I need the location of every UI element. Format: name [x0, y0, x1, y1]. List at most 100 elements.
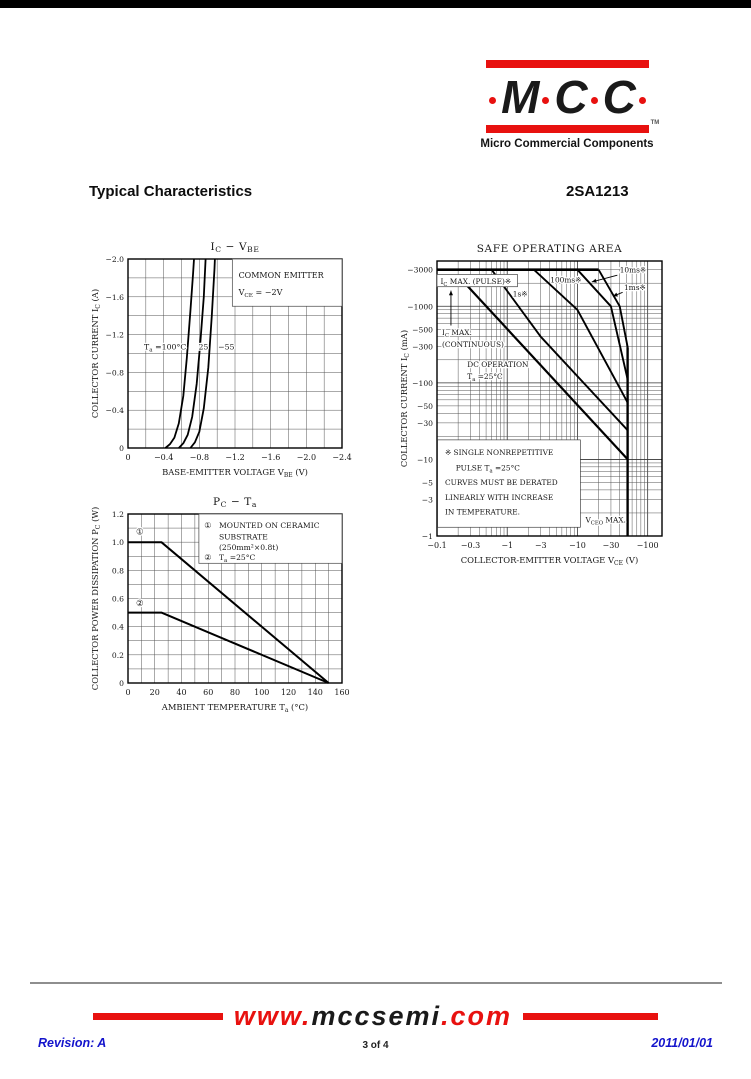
svg-text:−1: −1: [422, 532, 433, 541]
svg-text:−0.4: −0.4: [154, 453, 173, 462]
svg-text:−2.0: −2.0: [106, 255, 125, 264]
logo-top-bar: [486, 60, 649, 68]
annotations: ① MOUNTED ON CERAMIC SUBSTRATE(250mm²×0.8t…: [135, 513, 343, 611]
revision-label: Revision: A: [38, 1036, 107, 1050]
svg-text:40: 40: [176, 688, 186, 697]
svg-text:Ta =25°C: Ta =25°C: [219, 553, 256, 564]
svg-text:20: 20: [150, 688, 160, 697]
svg-text:0.4: 0.4: [112, 623, 124, 632]
logo-dot-icon: [638, 96, 646, 104]
svg-text:BASE-EMITTER VOLTAGE VBE: BASE-EMITTER VOLTAGE VBE (V): [162, 467, 308, 479]
svg-text:LINEARLY WITH INCREASE: LINEARLY WITH INCREASE: [445, 493, 553, 502]
svg-text:IC MAX. (PULSE)※: IC MAX. (PULSE)※: [440, 277, 511, 288]
footer-info-row: Revision: A 3 of 4 2011/01/01: [0, 1036, 751, 1056]
svg-text:−1.6: −1.6: [261, 453, 280, 462]
svg-text:0: 0: [119, 679, 124, 688]
svg-text:25: 25: [198, 343, 208, 352]
svg-text:1s※: 1s※: [513, 289, 528, 298]
series-line: [164, 258, 195, 449]
svg-text:1ms※: 1ms※: [624, 283, 646, 292]
series-line: [189, 258, 216, 449]
footer-red-bar-right: [523, 1013, 659, 1020]
svg-text:②: ②: [136, 599, 144, 609]
svg-text:VCEO MAX.: VCEO MAX.: [584, 516, 625, 527]
svg-text:−10: −10: [569, 541, 586, 550]
svg-text:IN TEMPERATURE.: IN TEMPERATURE.: [445, 508, 520, 517]
svg-text:AMBIENT TEMPERATURE Ta (: AMBIENT TEMPERATURE Ta (°C): [161, 702, 308, 714]
svg-text:0.2: 0.2: [112, 651, 124, 660]
plot-frame: [436, 260, 663, 537]
svg-text:※ SINGLE NONREPETITIVE: ※ SINGLE NONREPETITIVE: [445, 448, 553, 457]
pc-ta-chart: ① MOUNTED ON CERAMIC SUBSTRATE(250mm²×0.8t…: [90, 496, 350, 714]
svg-text:−0.8: −0.8: [190, 453, 209, 462]
svg-text:100ms※: 100ms※: [550, 275, 581, 284]
logo-letter-c2: C: [602, 71, 636, 123]
svg-text:−55: −55: [218, 343, 234, 352]
svg-text:−3: −3: [535, 541, 547, 550]
svg-text:−2.0: −2.0: [297, 453, 316, 462]
annotations: IC MAX. (PULSE)※ 100ms※ 1s※ 10ms※ 1ms※ IC MAX…: [436, 264, 647, 528]
url-www: www.: [233, 1001, 312, 1031]
svg-text:160: 160: [334, 688, 349, 697]
mcc-logo: M C C TM Micro Commercial Components: [480, 60, 659, 150]
svg-text:120: 120: [281, 688, 296, 697]
svg-text:−1.2: −1.2: [225, 453, 244, 462]
logo-dot-icon: [590, 96, 598, 104]
page-number: 3 of 4: [362, 1040, 389, 1051]
svg-text:100: 100: [254, 688, 269, 697]
svg-text:−0.3: −0.3: [461, 541, 480, 550]
svg-text:−50: −50: [417, 402, 433, 411]
svg-text:0.8: 0.8: [112, 566, 124, 575]
url-mccsemi: mccsemi: [311, 1001, 442, 1031]
page-title: Typical Characteristics: [89, 183, 253, 200]
svg-text:COMMON EMITTER: COMMON EMITTER: [239, 271, 325, 280]
svg-text:0: 0: [125, 688, 130, 697]
date-label: 2011/01/01: [651, 1036, 713, 1050]
axis-labels: 0 20 40 60 80 100 120 140 160 0 0.2 0.4 0.6 0.8 1.0 1.2…: [90, 496, 350, 714]
svg-text:COLLECTOR CURRENT IC (A): COLLECTOR CURRENT IC (A): [90, 289, 102, 418]
svg-text:−0.4: −0.4: [106, 406, 125, 415]
logo-tagline: Micro Commercial Components: [480, 138, 654, 150]
svg-text:(CONTINUOUS): (CONTINUOUS): [442, 340, 504, 349]
series-line: [178, 258, 207, 449]
svg-text:−5: −5: [422, 478, 433, 487]
logo-letters: M C C: [486, 69, 649, 125]
svg-text:−1.2: −1.2: [106, 331, 125, 340]
svg-text:1.0: 1.0: [112, 538, 124, 547]
svg-text:DC OPERATION: DC OPERATION: [467, 360, 529, 369]
svg-text:0: 0: [125, 453, 130, 462]
logo-bottom-bar: TM: [486, 120, 659, 133]
svg-text:−1000: −1000: [407, 302, 433, 311]
logo-letter-m: M: [501, 71, 539, 123]
part-number: 2SA1213: [566, 183, 629, 200]
logo-dot-icon: [542, 96, 550, 104]
svg-text:−0.1: −0.1: [427, 541, 446, 550]
svg-text:−10: −10: [417, 455, 433, 464]
svg-text:MOUNTED ON CERAMIC: MOUNTED ON CERAMIC: [219, 521, 320, 530]
logo-letter-c1: C: [554, 71, 587, 123]
svg-text:①: ①: [204, 521, 211, 530]
svg-text:−30: −30: [417, 419, 433, 428]
svg-text:(250mm²×0.8t): (250mm²×0.8t): [219, 543, 278, 552]
svg-text:−2.4: −2.4: [332, 453, 351, 462]
axis-labels: −0.1 −0.3 −1 −3 −10 −30 −100 −1 −3 −5 −10 −30 −50 −10…: [399, 243, 659, 567]
footer-divider: [30, 982, 722, 984]
svg-text:VCE = −2V: VCE = −2V: [238, 288, 283, 299]
series-line: [128, 541, 330, 684]
svg-text:−500: −500: [412, 325, 433, 334]
svg-text:IC MAX.: IC MAX.: [442, 328, 472, 339]
footer-brand-row: www.mccsemi.com: [0, 1001, 751, 1032]
svg-text:PC − Ta: PC − Ta: [213, 496, 257, 509]
svg-text:0: 0: [119, 444, 124, 453]
ic-vbe-chart: COMMON EMITTER VCE = −2V Ta =100°C 25 −55 0 −0…: [90, 241, 352, 479]
svg-text:140: 140: [308, 688, 323, 697]
svg-text:CURVES MUST BE DERATED: CURVES MUST BE DERATED: [445, 478, 558, 487]
logo-dot-icon: [489, 96, 497, 104]
svg-text:①: ①: [136, 527, 144, 537]
annotations: COMMON EMITTER VCE = −2V Ta =100°C 25 −55: [143, 258, 343, 355]
website-link[interactable]: www.mccsemi.com: [234, 1001, 512, 1032]
svg-text:COLLECTOR POWER DISSIPATION: COLLECTOR POWER DISSIPATION PC (W): [90, 507, 102, 690]
svg-text:−0.8: −0.8: [106, 368, 125, 377]
page-top-border: [0, 0, 751, 8]
